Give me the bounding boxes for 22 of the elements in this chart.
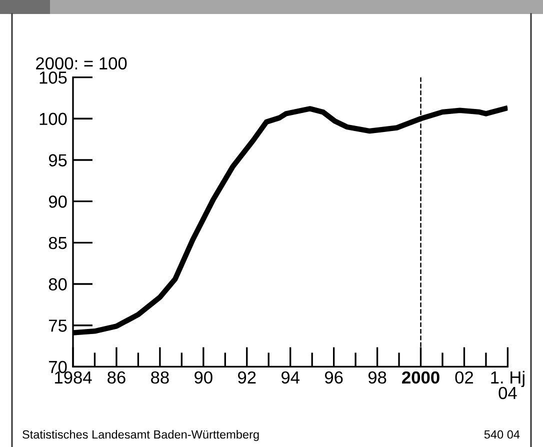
x-tick-label: 98	[368, 371, 386, 384]
y-tick-label: 70	[49, 360, 67, 374]
x-tick-label: 96	[324, 371, 343, 384]
y-tick-label: 105	[40, 71, 67, 84]
x-tick-label: 1. Hj 04	[491, 370, 524, 400]
x-tick-label: 92	[238, 371, 256, 384]
x-tick-label: 94	[282, 371, 300, 384]
y-tick-label: 90	[48, 195, 67, 208]
x-tick-label: 90	[194, 371, 212, 384]
text: Statistisches Landesamt Baden-Württemberg	[22, 430, 259, 441]
x-tick-label: 02	[455, 371, 474, 384]
y-axis-title: 2000: = 100	[36, 57, 127, 70]
text: 540 04	[484, 430, 520, 439]
x-tick-label: 2000	[402, 371, 440, 384]
x-tick-label: 1984	[55, 371, 92, 384]
x-tick-label: 88	[151, 371, 169, 384]
y-tick-label: 95	[48, 154, 67, 166]
y-tick-label: 75	[49, 320, 67, 332]
y-tick-label: 85	[48, 236, 67, 250]
x-tick-label: 86	[108, 371, 126, 384]
y-tick-label: 80	[48, 278, 67, 290]
y-tick-label: 100	[40, 112, 67, 126]
